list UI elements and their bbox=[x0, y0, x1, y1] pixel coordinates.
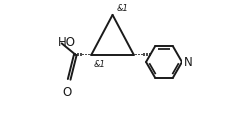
Text: &1: &1 bbox=[93, 60, 105, 69]
Text: &1: &1 bbox=[117, 4, 129, 13]
Text: HO: HO bbox=[58, 36, 76, 49]
Text: O: O bbox=[63, 86, 72, 99]
Text: N: N bbox=[184, 56, 193, 68]
